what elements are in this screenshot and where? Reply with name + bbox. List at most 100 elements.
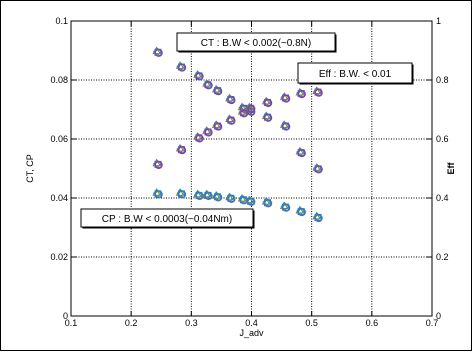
data-point <box>211 84 223 96</box>
point-circle <box>195 72 204 81</box>
data-point <box>202 78 213 90</box>
x-tick-label: 0.1 <box>65 318 78 328</box>
data-marks <box>152 46 323 223</box>
data-point <box>202 189 213 201</box>
point-circle <box>204 81 213 90</box>
data-point <box>202 126 213 137</box>
point-circle <box>247 107 256 116</box>
y-tick-label: 0.08 <box>50 75 68 85</box>
data-point <box>261 96 273 108</box>
y-tick-label: 0.02 <box>50 252 68 262</box>
y2-axis-title: Eff <box>446 162 456 175</box>
x-tick-label: 0.2 <box>125 318 138 328</box>
data-point <box>175 188 187 199</box>
point-circle <box>178 146 187 155</box>
y2-tick-label: 0.2 <box>436 252 449 262</box>
data-point <box>261 111 273 122</box>
point-circle <box>195 134 204 143</box>
y-tick-label: 0.06 <box>50 134 68 144</box>
point-circle <box>214 122 223 131</box>
y2-tick-label: 0.4 <box>436 193 449 203</box>
data-point <box>295 205 306 217</box>
point-circle <box>227 116 236 125</box>
annotation-box: CT : B.W < 0.002(~0.8N) <box>176 32 337 53</box>
point-circle <box>314 88 323 97</box>
point-circle <box>178 190 187 199</box>
point-circle <box>154 190 163 199</box>
data-point <box>295 146 306 158</box>
data-point <box>225 192 236 203</box>
annotation-box: CP : B.W < 0.0003(~0.04Nm) <box>80 208 255 229</box>
data-point <box>225 93 236 105</box>
x-tick-label: 0.3 <box>185 318 198 328</box>
x-tick-label: 0.7 <box>426 318 439 328</box>
data-point <box>279 201 291 212</box>
point-circle <box>214 87 223 96</box>
x-tick-label: 0.5 <box>305 318 318 328</box>
annotation-frame <box>176 32 336 52</box>
y2-tick-label: 0 <box>436 311 441 321</box>
point-circle <box>264 98 273 108</box>
annotation-frame <box>80 208 254 228</box>
point-circle <box>297 149 306 158</box>
y2-tick-label: 1 <box>436 16 441 26</box>
data-point <box>312 86 323 97</box>
data-point <box>175 61 187 72</box>
data-point <box>211 190 223 202</box>
data-point <box>279 120 291 131</box>
point-circle <box>282 94 291 103</box>
data-point <box>152 188 163 199</box>
point-circle <box>214 193 223 202</box>
data-point <box>193 70 204 81</box>
annotation-text: Eff : B.W. < 0.01 <box>319 69 392 80</box>
data-point <box>225 114 236 125</box>
y-tick-label: 0.04 <box>50 193 68 203</box>
point-circle <box>314 214 323 223</box>
point-circle <box>247 197 256 206</box>
annotations: CT : B.W < 0.002(~0.8N) Eff : B.W. < 0.01… <box>80 32 414 229</box>
point-circle <box>264 113 273 122</box>
data-point <box>152 46 163 57</box>
data-point <box>211 120 223 131</box>
x-axis-title: J_adv <box>239 328 264 338</box>
y-axis-title: CT, CP <box>25 154 35 183</box>
point-circle <box>154 48 163 57</box>
point-circle <box>204 128 213 137</box>
x-tick-label: 0.6 <box>366 318 379 328</box>
data-point <box>312 211 323 223</box>
axis-ticks: 0.1 0.2 0.3 0.4 0.5 0.6 0.700.020.040.060.080.… <box>50 16 448 328</box>
y2-tick-label: 0.6 <box>436 134 449 144</box>
point-circle <box>178 63 187 72</box>
data-point <box>175 143 187 155</box>
x-tick-label: 0.4 <box>245 318 258 328</box>
annotation-frame <box>297 62 413 84</box>
point-circle <box>297 90 306 99</box>
data-point <box>245 102 256 113</box>
annotation-box: Eff : B.W. < 0.01 <box>297 62 414 85</box>
point-circle <box>227 96 236 105</box>
data-point <box>152 158 163 170</box>
point-circle <box>264 199 273 208</box>
point-circle <box>204 191 213 201</box>
point-circle <box>227 194 236 203</box>
y2-tick-label: 0.8 <box>436 75 449 85</box>
annotation-text: CP : B.W < 0.0003(~0.04Nm) <box>102 214 232 225</box>
data-point <box>245 195 256 206</box>
point-circle <box>297 208 306 217</box>
point-circle <box>247 104 256 113</box>
grid-lines <box>71 21 432 316</box>
point-circle <box>282 122 291 131</box>
y-tick-label: 0 <box>63 311 68 321</box>
data-point <box>261 196 273 208</box>
point-circle <box>240 109 249 118</box>
point-circle <box>314 165 323 174</box>
data-point <box>237 106 249 118</box>
point-circle <box>282 203 291 212</box>
data-point <box>193 131 204 143</box>
point-circle <box>154 160 163 170</box>
annotation-text: CT : B.W < 0.002(~0.8N) <box>201 38 311 49</box>
data-point <box>295 87 306 99</box>
y-tick-label: 0.1 <box>55 16 68 26</box>
